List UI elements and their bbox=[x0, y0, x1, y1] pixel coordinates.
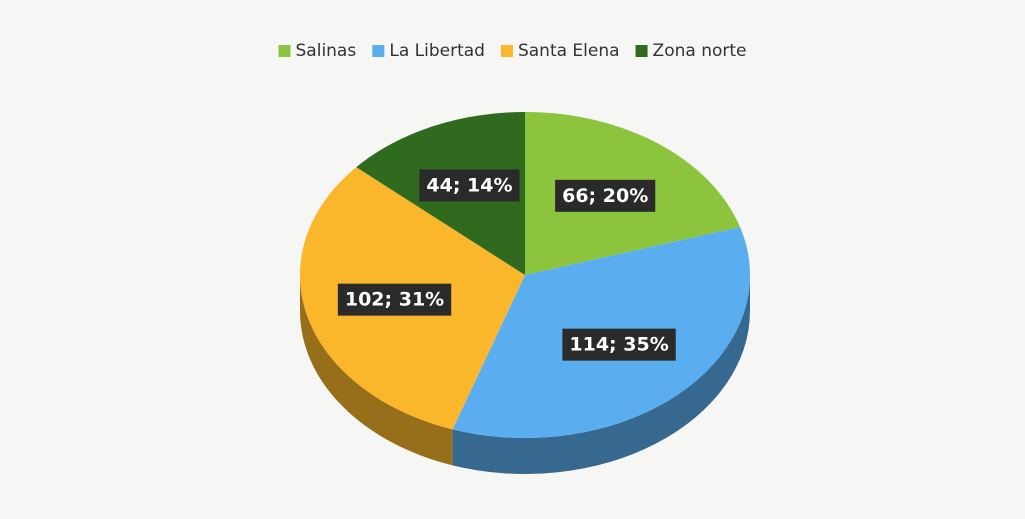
legend-label: La Libertad bbox=[389, 41, 485, 61]
data-label: 114; 35% bbox=[562, 328, 676, 361]
slice-side bbox=[452, 275, 750, 474]
legend-label: Salinas bbox=[296, 41, 357, 61]
data-label-box bbox=[337, 283, 452, 316]
data-label: 102; 31% bbox=[337, 283, 452, 316]
data-label-text: 114; 35% bbox=[569, 334, 668, 356]
legend-label: Santa Elena bbox=[518, 41, 620, 61]
legend-label: Zona norte bbox=[653, 41, 747, 61]
data-label-text: 66; 20% bbox=[562, 185, 648, 207]
legend-swatch bbox=[278, 45, 291, 57]
legend-swatch bbox=[500, 45, 513, 57]
legend-swatch bbox=[635, 45, 648, 57]
data-label-box bbox=[419, 169, 520, 202]
data-label-text: 102; 31% bbox=[345, 289, 444, 311]
data-label-box bbox=[555, 179, 656, 212]
legend: Salinas La Libertad Santa Elena Zona norte bbox=[278, 41, 747, 61]
data-label: 44; 14% bbox=[419, 169, 520, 202]
data-label: 66; 20% bbox=[555, 179, 656, 212]
data-label-box bbox=[562, 328, 676, 361]
data-label-text: 44; 14% bbox=[426, 174, 512, 196]
slice-side bbox=[300, 275, 453, 466]
legend-swatch bbox=[372, 45, 385, 57]
